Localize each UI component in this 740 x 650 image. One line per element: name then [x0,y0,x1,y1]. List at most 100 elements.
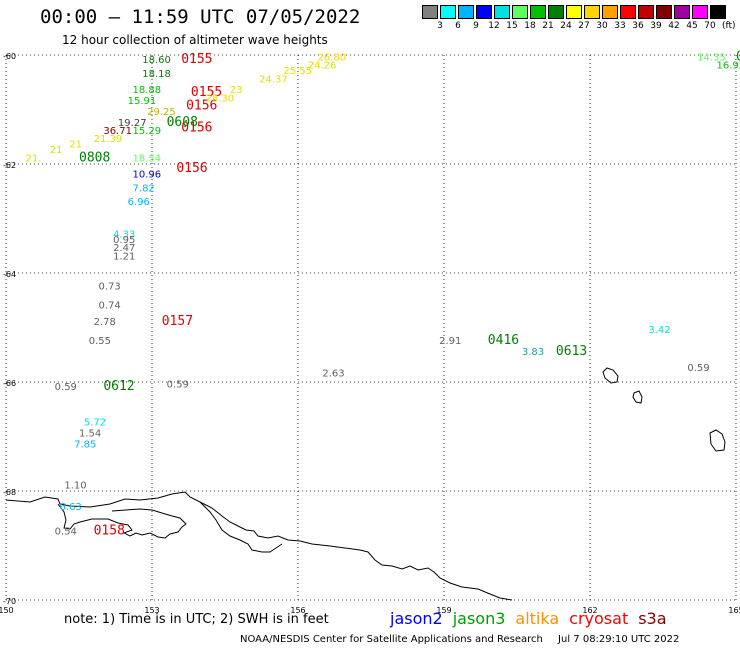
coastline-path [5,491,513,601]
color-scale-swatch [602,5,618,19]
credit-line: NOAA/NESDIS Center for Satellite Applica… [240,634,679,645]
mission-label: jason3 [452,609,506,628]
color-scale-label: 30 [596,21,608,31]
wave-height-value: 2.91 [439,336,461,347]
wave-height-value: 0.59 [167,379,189,390]
longitude-label: 153 [144,606,159,615]
wave-height-value: 6.96 [128,197,150,208]
wave-height-value: 21. [25,153,41,164]
wave-height-value: 18.88 [133,85,162,96]
observation-time-label: 0155 [191,85,222,100]
island [709,429,726,452]
color-scale-label: 39 [650,21,662,31]
latitude-label: -68 [3,488,16,497]
wave-height-value: 0.74 [98,300,120,311]
observation-time-label: 0608 [167,115,198,130]
color-scale-label: 70 [704,21,716,31]
wave-height-value: 10.96 [133,170,162,181]
observation-time-label: 0416 [488,333,519,348]
color-scale-label: 15 [506,21,518,31]
wave-height-value: 24.37 [259,74,288,85]
wave-height-value: 24.26 [308,61,337,72]
wave-height-value: 0.73 [98,281,120,292]
wave-height-value: 29.25 [147,107,176,118]
generated-timestamp: Jul 7 08:29:10 UTC 2022 [558,634,680,645]
wave-height-value: 36.71 [103,126,132,137]
latitude-label: -60 [3,52,16,61]
observation-time-label: 0155 [181,52,212,67]
observation-time-label: 0158 [94,524,125,539]
color-scale-swatch [494,5,510,19]
wave-height-value: 2.78 [94,317,116,328]
wave-height-value: 26.80 [317,52,346,63]
wave-height-value: 25.55 [283,66,312,77]
latitude-label: -66 [3,379,16,388]
color-scale-swatch [620,5,636,19]
observation-time-label: 0156 [181,120,212,135]
wave-height-value: 18.18 [142,69,171,80]
credit-text: NOAA/NESDIS Center for Satellite Applica… [240,634,543,645]
wave-height-value: 0.54 [55,527,77,538]
wave-height-value: 28.30 [206,93,235,104]
color-scale-swatch [566,5,582,19]
wave-height-value: 3.83 [522,347,544,358]
color-scale-label: 45 [686,21,698,31]
wave-height-value: 7.82 [133,183,155,194]
color-scale-label: 9 [473,21,479,31]
color-scale-label: 42 [668,21,680,31]
color-scale-swatch [638,5,654,19]
wave-height-value: 1.21 [113,251,135,262]
island [602,367,619,384]
wave-height-value: 0.55 [89,336,111,347]
wave-height-value: 0.95 [113,235,135,246]
map-title: 00:00 – 11:59 UTC 07/05/2022 [40,6,361,28]
wave-height-value: 15.29 [133,126,162,137]
longitude-label: 150 [0,606,14,615]
observation-time-label: 0 [736,49,740,64]
latitude-label: -62 [3,161,16,170]
wave-height-value: 7.85 [74,439,96,450]
mission-legend: jason2 jason3 altika cryosat s3a [390,609,677,628]
observation-time-label: 0613 [556,344,587,359]
wave-height-value: 18.60 [142,55,171,66]
color-scale-label: 18 [524,21,536,31]
color-scale-label: 33 [614,21,626,31]
longitude-label: 156 [290,606,305,615]
wave-height-value: 14.35 [697,52,726,63]
color-scale-label: 27 [578,21,590,31]
antarctic-coastline [5,367,726,601]
wave-height-value: 21 [50,145,63,156]
color-scale-swatch [584,5,600,19]
longitude-label: 159 [436,606,451,615]
color-scale-swatch [476,5,492,19]
color-scale-label: 36 [632,21,644,31]
color-scale-label: 21 [542,21,554,31]
color-scale-swatch [656,5,672,19]
wave-height-value: 23 [230,85,243,96]
latitude-label: -70 [3,597,16,606]
color-scale-label: 12 [488,21,500,31]
color-scale-unit: (ft) [722,21,736,31]
longitude-label: 165 [728,606,740,615]
wave-height-value: 2.47 [113,243,135,254]
wave-height-value: 21 [69,140,82,151]
latitude-label: -64 [3,270,16,279]
mission-label: jason2 [390,609,443,628]
mission-label: s3a [638,609,667,628]
color-scale-swatch [458,5,474,19]
wave-height-value: 1.54 [79,429,101,440]
map-subtitle: 12 hour collection of altimeter wave hei… [62,33,328,47]
observation-time-label: 0156 [176,161,207,176]
mission-label: altika [515,609,560,628]
observation-time-label: 0157 [162,314,193,329]
mission-label: cryosat [569,609,629,628]
wave-height-value: 5.72 [84,418,106,429]
coastline-bay [199,501,283,553]
island [632,390,643,404]
wave-height-value: 3.42 [648,325,670,336]
observation-time-label: 0612 [103,379,134,394]
color-scale-swatch [548,5,564,19]
wave-height-value: 6.63 [60,502,82,513]
